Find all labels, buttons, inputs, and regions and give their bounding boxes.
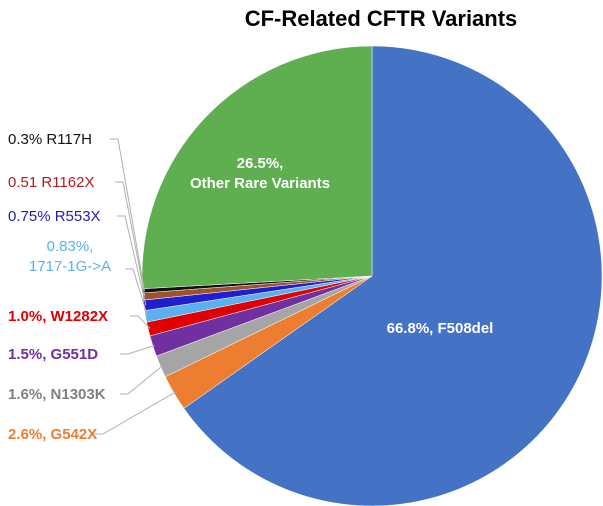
data-label-1717-1g-a: 0.83%, 1717-1G->A [29,238,111,275]
chart-title: CF-Related CFTR Variants [245,6,518,31]
data-label-w1282x: 1.0%, W1282X [8,308,108,325]
data-label-other-rare-variants: 26.5%, Other Rare Variants [190,155,330,192]
data-label-f508del: 66.8%, F508del [387,320,494,337]
data-label-n1303k: 1.6%, N1303K [8,386,106,403]
pie-slice-other-rare-variants [141,45,373,289]
data-label-r553x: 0.75% R553X [8,208,101,225]
leader-line [95,391,176,435]
leader-line [115,181,146,297]
data-label-g542x: 2.6%, G542X [8,426,97,443]
pie-slice-f508del [183,45,603,506]
leader-line [120,365,163,395]
leader-line [130,315,151,329]
leader-line [120,344,155,355]
data-label-r1162x: 0.51 R1162X [8,174,94,191]
leader-line [117,215,147,306]
data-label-g551d: 1.5%, G551D [8,346,98,363]
data-label-r117h: 0.3% R117H [8,131,92,148]
leader-line [125,268,149,317]
leader-line [110,138,145,291]
